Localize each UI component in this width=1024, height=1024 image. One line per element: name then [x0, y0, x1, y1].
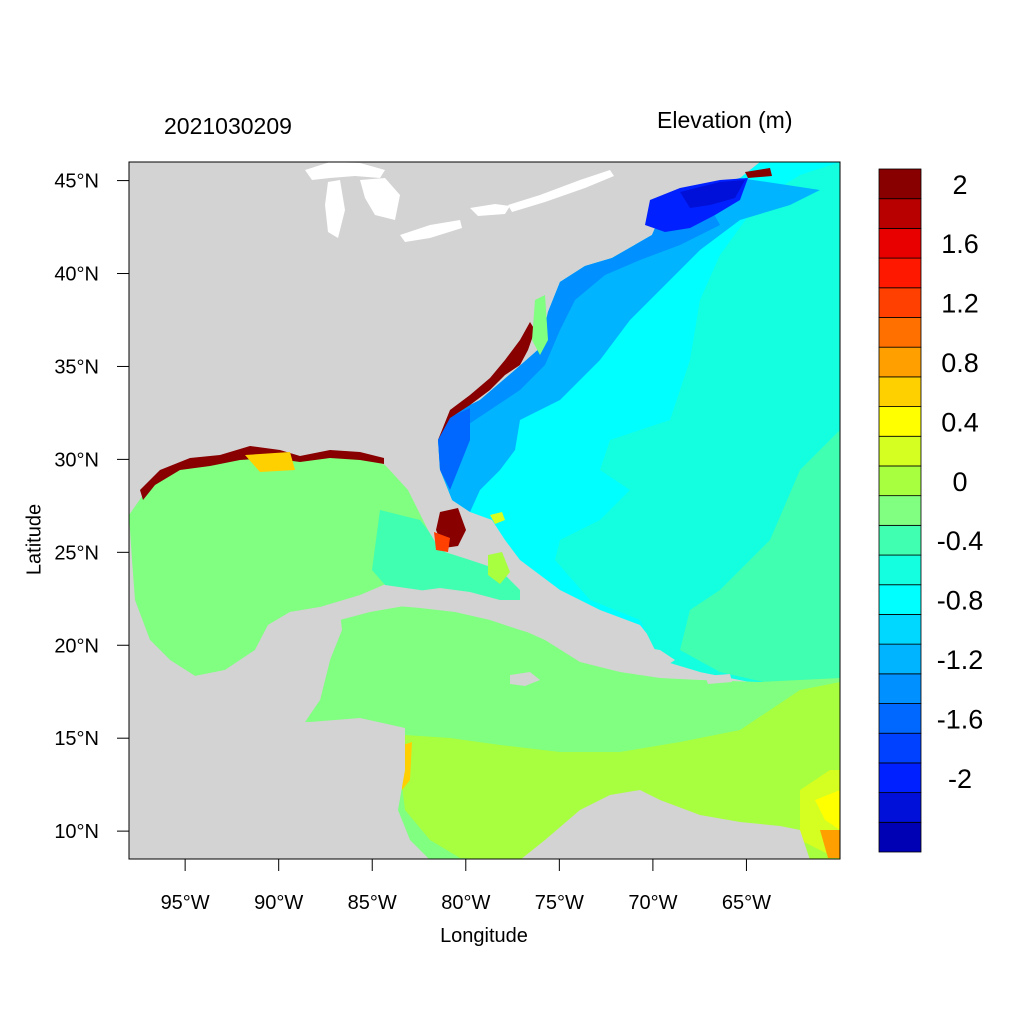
- lon-tick-label: 65°W: [722, 892, 771, 914]
- colorbar-swatch: [878, 376, 922, 407]
- colorbar-swatch: [878, 554, 922, 586]
- colorbar-label: 0.4: [941, 407, 979, 437]
- carolina-coast-surge: [438, 322, 535, 440]
- caribbean-south: [400, 682, 840, 859]
- colorbar-label: 1.2: [941, 289, 979, 319]
- colorbar-swatch: [878, 703, 922, 734]
- colorbar-swatch: [878, 792, 922, 823]
- colorbar-swatch: [878, 821, 922, 853]
- lon-tick-label: 80°W: [441, 892, 490, 914]
- bahamas-bank: [488, 552, 510, 584]
- atlantic-shelf-inner: [445, 190, 720, 440]
- colorbar-label: -0.4: [937, 526, 984, 556]
- gulf-of-mexico: [129, 452, 440, 676]
- southeast-nearshore-low: [438, 408, 470, 490]
- colorbar-swatch: [878, 257, 922, 289]
- lon-tick-label: 95°W: [161, 892, 210, 914]
- colorbar-swatch: [878, 198, 922, 229]
- orinoco-orange: [820, 830, 840, 858]
- colorbar-label: -0.8: [937, 586, 984, 616]
- lat-tick-label: 25°N: [54, 542, 99, 564]
- south-florida-warm: [434, 532, 450, 552]
- colorbar-swatch: [878, 346, 922, 378]
- lat-tick-label: 10°N: [54, 821, 99, 843]
- colorbar-label: 0: [952, 467, 967, 497]
- jamaica: [510, 672, 540, 686]
- lake-michigan: [325, 180, 345, 238]
- axis-ticks: 95°W 90°W 85°W 80°W 75°W 70°W 65°W 45°N 40°N 35°N…: [54, 171, 771, 914]
- colorbar-swatch: [878, 465, 922, 497]
- colorbar-swatch: [878, 584, 922, 615]
- lat-tick-label: 30°N: [54, 449, 99, 471]
- colorbar-swatch: [878, 168, 922, 200]
- cuba: [385, 588, 588, 646]
- lat-tick-label: 15°N: [54, 728, 99, 750]
- grand-bahama: [490, 512, 505, 524]
- colorbar-label: -1.2: [937, 645, 984, 675]
- colorbar-swatch: [878, 495, 922, 526]
- lake-erie: [400, 220, 462, 242]
- colorbar-swatch: [878, 227, 922, 259]
- map-variable-title: Elevation (m): [657, 107, 793, 133]
- map-date-title: 2021030209: [164, 113, 292, 139]
- x-axis-label: Longitude: [440, 925, 528, 947]
- caribbean-east-yellow: [815, 790, 840, 830]
- colorbar-label: -1.6: [937, 704, 984, 734]
- northern-gulf-coast-surge: [140, 446, 384, 500]
- lat-tick-label: 45°N: [54, 171, 99, 193]
- south-america: [521, 790, 810, 859]
- hispaniola: [595, 645, 675, 675]
- lat-tick-label: 35°N: [54, 356, 99, 378]
- map-area: [129, 162, 840, 859]
- plot-frame: [128, 161, 841, 860]
- colorbar-swatch: [878, 732, 922, 764]
- st-lawrence: [508, 170, 614, 212]
- straits-of-florida: [372, 510, 520, 600]
- lake-huron: [360, 178, 400, 220]
- lat-tick-label: 40°N: [54, 264, 99, 286]
- central-america: [129, 718, 429, 859]
- lake-superior: [305, 162, 385, 180]
- colorbar-label: 2: [952, 170, 967, 200]
- colorbar-label: 1.6: [941, 229, 979, 259]
- lake-ontario: [470, 204, 510, 216]
- colorbar-swatch: [878, 287, 922, 318]
- colorbar-swatch: [878, 406, 922, 437]
- puerto-rico: [705, 674, 732, 684]
- lon-tick-label: 90°W: [254, 892, 303, 914]
- colorbar: -2 -1.6 -1.2 -0.8 -0.4 0 0.4 0.8 1.2 1.6 2: [878, 168, 984, 853]
- colorbar-swatch: [878, 524, 922, 556]
- lat-tick-label: 20°N: [54, 635, 99, 657]
- maine-coast-surge: [745, 168, 772, 178]
- lon-tick-label: 75°W: [535, 892, 584, 914]
- colorbar-swatch: [878, 762, 922, 794]
- colorbar-label: 0.8: [941, 348, 979, 378]
- chesapeake-green: [532, 295, 548, 355]
- atlantic-greenish-region: [680, 430, 840, 688]
- colorbar-swatch: [878, 435, 922, 467]
- colorbar-swatch: [878, 317, 922, 348]
- lon-tick-label: 70°W: [628, 892, 677, 914]
- atlantic-shelf: [438, 178, 820, 512]
- lon-tick-label: 85°W: [348, 892, 397, 914]
- colorbar-swatch: [878, 614, 922, 645]
- louisiana-coast-warm: [245, 452, 295, 472]
- colorbar-swatch: [878, 643, 922, 675]
- colorbar-swatch: [878, 673, 922, 704]
- yucatan-peninsula: [129, 607, 342, 722]
- gulf-of-maine-core: [680, 180, 745, 208]
- colorbar-label: -2: [948, 764, 972, 794]
